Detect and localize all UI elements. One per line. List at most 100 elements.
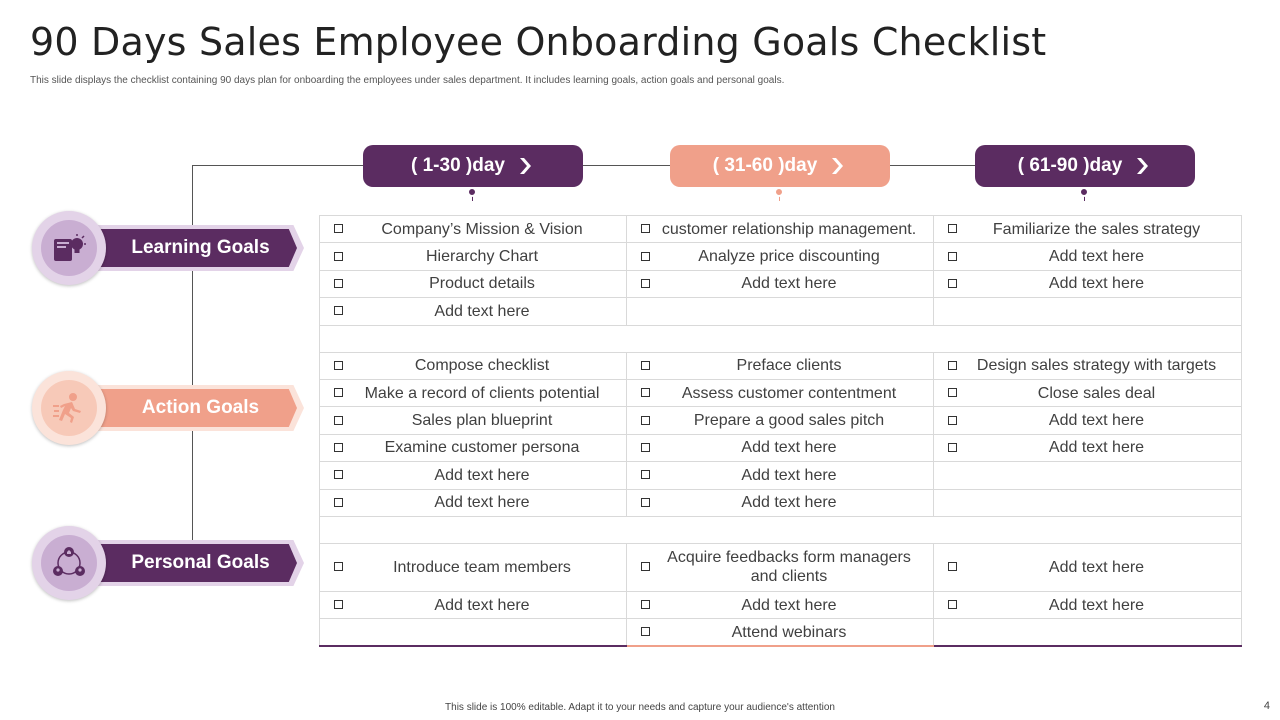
page-subtitle: This slide displays the checklist contai… (30, 75, 785, 86)
cell-text: Product details (429, 275, 535, 293)
checkbox-icon[interactable] (948, 251, 957, 261)
cell-text: Add text here (1048, 439, 1145, 457)
checklist-cell[interactable]: Prepare a good sales pitch (626, 406, 934, 435)
cell-text: Assess customer contentment (681, 384, 897, 402)
checklist-cell[interactable]: Add text here (319, 488, 627, 517)
checkbox-icon[interactable] (641, 442, 650, 452)
checkbox-icon[interactable] (948, 600, 957, 610)
table-row: Add text here (319, 297, 1242, 326)
cell-text: Add text here (1048, 275, 1145, 293)
cell-text: Add text here (434, 494, 530, 512)
checkbox-icon[interactable] (334, 224, 343, 234)
empty-cell (933, 618, 1242, 648)
checkbox-icon[interactable] (948, 224, 957, 234)
checkbox-icon[interactable] (641, 278, 650, 288)
checklist-cell[interactable]: Add text here (626, 269, 934, 299)
checkbox-icon[interactable] (641, 470, 650, 480)
checkbox-icon[interactable] (334, 497, 343, 507)
checkbox-icon[interactable] (334, 470, 343, 480)
checklist-cell[interactable]: Analyze price discounting (626, 242, 934, 271)
checkbox-icon[interactable] (334, 278, 343, 288)
cell-text: Add text here (741, 275, 837, 293)
phase-1-label: ( 1-30 )day (411, 155, 505, 176)
checkbox-icon[interactable] (641, 600, 650, 610)
table-separator-row (319, 515, 1242, 544)
checklist-cell[interactable]: Sales plan blueprint (319, 406, 627, 435)
checklist-cell[interactable]: Add text here (626, 488, 934, 517)
checklist-cell[interactable]: customer relationship management. (626, 214, 934, 244)
checklist-cell[interactable]: Add text here (626, 433, 934, 463)
checkbox-icon[interactable] (641, 497, 650, 507)
pin-stem (472, 196, 473, 201)
checklist-cell[interactable]: Preface clients (626, 351, 934, 380)
checkbox-icon[interactable] (334, 360, 343, 370)
empty-cell (319, 515, 1242, 544)
checklist-cell[interactable]: Make a record of clients potential (319, 378, 627, 408)
cell-text: Analyze price discounting (698, 248, 880, 266)
checklist-cell[interactable]: Add text here (933, 433, 1242, 463)
checklist-cell[interactable]: Add text here (626, 461, 934, 490)
checkbox-icon[interactable] (948, 388, 957, 398)
checklist-cell[interactable]: Familiarize the sales strategy (933, 214, 1242, 244)
checklist-cell[interactable]: Add text here (319, 297, 627, 326)
checklist-cell[interactable]: Hierarchy Chart (319, 242, 627, 271)
lightbulb-book-icon (41, 220, 97, 276)
checklist-cell[interactable]: Add text here (319, 461, 627, 490)
cell-text: Design sales strategy with targets (976, 357, 1217, 375)
cell-text: Add text here (1048, 412, 1145, 430)
cell-text: Add text here (434, 596, 530, 614)
checklist-cell[interactable]: Add text here (933, 406, 1242, 435)
checkbox-icon[interactable] (948, 278, 957, 288)
checkbox-icon[interactable] (948, 562, 957, 572)
category-action-label: Action Goals (92, 389, 297, 427)
checkbox-icon[interactable] (641, 562, 650, 572)
checklist-cell[interactable]: Add text here (933, 269, 1242, 299)
checkbox-icon[interactable] (334, 442, 343, 452)
table-separator-row (319, 324, 1242, 353)
checkbox-icon[interactable] (641, 360, 650, 370)
checklist-cell[interactable]: Add text here (933, 590, 1242, 620)
empty-cell (319, 618, 627, 648)
cell-text: Hierarchy Chart (425, 248, 539, 266)
checkbox-icon[interactable] (334, 388, 343, 398)
empty-cell (626, 297, 934, 326)
running-person-icon (41, 380, 97, 436)
checkbox-icon[interactable] (641, 627, 650, 637)
checklist-cell[interactable]: Compose checklist (319, 351, 627, 380)
checklist-cell[interactable]: Close sales deal (933, 378, 1242, 408)
checklist-cell[interactable]: Add text here (319, 590, 627, 620)
checklist-cell[interactable]: Add text here (626, 590, 934, 620)
checkbox-icon[interactable] (334, 415, 343, 425)
checkbox-icon[interactable] (641, 251, 650, 261)
checklist-cell[interactable]: Company’s Mission & Vision (319, 214, 627, 244)
cell-text: Add text here (741, 494, 837, 512)
checklist-cell[interactable]: Add text here (933, 242, 1242, 271)
table-row: Hierarchy Chart Analyze price discountin… (319, 242, 1242, 271)
checkbox-icon[interactable] (948, 415, 957, 425)
checkbox-icon[interactable] (641, 388, 650, 398)
cell-text: Attend webinars (731, 623, 847, 641)
checklist-cell[interactable]: Design sales strategy with targets (933, 351, 1242, 380)
category-personal-goals: Personal Goals (32, 526, 304, 602)
checkbox-icon[interactable] (334, 251, 343, 261)
checkbox-icon[interactable] (334, 600, 343, 610)
checklist-cell[interactable]: Assess customer contentment (626, 378, 934, 408)
team-network-icon (41, 535, 97, 591)
cell-text: Add text here (434, 466, 530, 484)
checklist-cell[interactable]: Add text here (933, 542, 1242, 592)
cell-text: Add text here (434, 302, 530, 320)
checkbox-icon[interactable] (641, 415, 650, 425)
checklist-cell[interactable]: Introduce team members (319, 542, 627, 592)
checklist-cell[interactable]: Product details (319, 269, 627, 299)
phase-1-header: ( 1-30 )day (363, 145, 583, 201)
checklist-cell[interactable]: Attend webinars (626, 618, 934, 648)
checklist-cell[interactable]: Examine customer persona (319, 433, 627, 463)
checkbox-icon[interactable] (334, 562, 343, 572)
checkbox-icon[interactable] (641, 224, 650, 234)
cell-text: Acquire feedbacks form managers and clie… (667, 549, 911, 586)
checkbox-icon[interactable] (948, 360, 957, 370)
checkbox-icon[interactable] (948, 442, 957, 452)
table-row: Attend webinars (319, 618, 1242, 648)
checkbox-icon[interactable] (334, 306, 343, 316)
checklist-cell[interactable]: Acquire feedbacks form managers and clie… (626, 542, 934, 592)
